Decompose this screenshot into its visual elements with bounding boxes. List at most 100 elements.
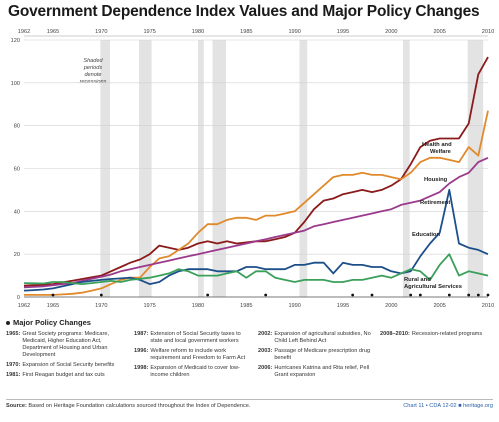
policy-marker — [51, 293, 55, 297]
policy-item: 2008–2010: Recession-related programs — [380, 331, 492, 338]
source-label: Source: — [6, 403, 27, 409]
x-tick-label-top: 1970 — [95, 29, 107, 35]
x-tick-label-top: 1990 — [288, 29, 300, 35]
chart-title: Government Dependence Index Values and M… — [8, 3, 480, 20]
x-tick-label-bottom: 2010 — [482, 303, 494, 309]
policy-heading-text: Major Policy Changes — [13, 318, 91, 327]
policy-marker — [264, 293, 268, 297]
policy-item: 1965: Great Society programs: Medicare, M… — [6, 331, 124, 359]
x-tick-label-bottom: 2000 — [385, 303, 397, 309]
recession-note: periods — [83, 65, 103, 71]
y-tick-label: 20 — [14, 252, 20, 258]
policy-text: Great Society programs: Medicare, Medica… — [22, 331, 110, 358]
policy-year: 1996: — [134, 348, 149, 354]
source-text: Based on Heritage Foundation calculation… — [28, 403, 251, 409]
footer: Source: Based on Heritage Foundation cal… — [6, 399, 493, 409]
series-label-line: Health and — [422, 142, 452, 148]
policy-marker — [351, 293, 355, 297]
policy-text: Hurricanes Katrina and Rita relief, Pell… — [274, 365, 370, 378]
policy-year: 1970: — [6, 362, 21, 368]
policy-text: Expansion of Medicaid to cover low-incom… — [150, 365, 240, 378]
policy-text: Expansion of agricultural subsidies, No … — [274, 331, 371, 344]
policy-item: 1998: Expansion of Medicaid to cover low-… — [134, 365, 250, 379]
series-line — [23, 56, 489, 287]
policy-marker — [409, 293, 413, 297]
policy-item: 2003: Passage of Medicare prescription dr… — [258, 348, 372, 362]
policy-item: 2002: Expansion of agricultural subsidies… — [258, 331, 372, 345]
series-label-line: Welfare — [430, 149, 452, 155]
policy-text: Welfare reform to include work requireme… — [150, 348, 246, 361]
policy-year: 2006: — [258, 365, 273, 371]
y-tick-label: 80 — [14, 124, 20, 130]
series-label-line: Education — [412, 232, 440, 238]
y-tick-label: 120 — [11, 38, 20, 44]
x-tick-label-top: 1980 — [192, 29, 204, 35]
bullet-icon — [6, 321, 10, 326]
chart-credit: Chart 11 • CDA 12-02 ■ heritage.org — [403, 403, 493, 409]
x-tick-label-bottom: 2005 — [433, 303, 445, 309]
x-tick-label-top: 1975 — [143, 29, 155, 35]
recession-note: denote — [84, 72, 101, 78]
policy-text: Extension of Social Security taxes to st… — [150, 331, 241, 344]
y-tick-label: 0 — [17, 295, 20, 301]
policy-text: First Reagan budget and tax cuts — [22, 372, 105, 378]
x-tick-label-bottom: 1970 — [95, 303, 107, 309]
policy-year: 2003: — [258, 348, 273, 354]
series-line — [23, 188, 489, 292]
recession-note: Shaded — [83, 58, 103, 64]
series-label-line: Housing — [424, 177, 448, 183]
x-tick-label-top: 1985 — [240, 29, 252, 35]
y-tick-label: 60 — [14, 167, 20, 173]
x-tick-label-bottom: 1990 — [288, 303, 300, 309]
series-label: Rural and Agricultural Services — [404, 277, 462, 290]
policy-column-3: 2002: Expansion of agricultural subsidies… — [258, 331, 372, 382]
policy-item: 1996: Welfare reform to include work requ… — [134, 348, 250, 362]
x-tick-label-bottom: 1995 — [337, 303, 349, 309]
x-tick-label-top: 2010 — [482, 29, 494, 35]
x-tick-label-bottom: 1962 — [18, 303, 30, 309]
policy-column-1: 1965: Great Society programs: Medicare, M… — [6, 331, 124, 382]
policy-column-4: 2008–2010: Recession-related programs — [380, 331, 492, 341]
x-tick-label-top: 2005 — [433, 29, 445, 35]
series-line — [24, 110, 489, 296]
policy-marker — [370, 293, 374, 297]
policy-item: 1970: Expansion of Social Security benefi… — [6, 362, 124, 369]
policy-marker — [99, 293, 103, 297]
x-tick-label-bottom: 1980 — [192, 303, 204, 309]
policy-marker — [447, 293, 451, 297]
series-label-line: Rural and — [404, 277, 431, 283]
recession-note: recessions — [80, 79, 107, 85]
policy-column-2: 1987: Extension of Social Security taxes … — [134, 331, 250, 382]
policy-item: 2006: Hurricanes Katrina and Rita relief,… — [258, 365, 372, 379]
series-line — [23, 156, 489, 289]
x-tick-label-top: 1965 — [47, 29, 59, 35]
series-label: Education — [412, 232, 440, 238]
series-label: Housing — [424, 177, 448, 183]
policy-text: Recession-related programs — [411, 331, 483, 337]
policy-year: 1998: — [134, 365, 149, 371]
y-tick-label: 100 — [11, 81, 20, 87]
policy-marker — [486, 293, 490, 297]
policy-year: 1965: — [6, 331, 21, 337]
policy-marker — [206, 293, 210, 297]
policy-text: Passage of Medicare prescription drug be… — [274, 348, 371, 361]
y-tick-label: 40 — [14, 209, 20, 215]
policy-item: 1981: First Reagan budget and tax cuts — [6, 372, 124, 379]
series-line — [23, 253, 489, 286]
policy-year: 2002: — [258, 331, 273, 337]
series-label: Health and Welfare — [422, 142, 452, 155]
x-tick-label-bottom: 1965 — [47, 303, 59, 309]
policy-year: 1987: — [134, 331, 149, 337]
series-label: Retirement — [420, 200, 450, 206]
policy-item: 1987: Extension of Social Security taxes … — [134, 331, 250, 345]
policy-year: 1981: — [6, 372, 21, 378]
x-tick-label-top: 2000 — [385, 29, 397, 35]
policy-heading: Major Policy Changes — [6, 318, 91, 327]
x-tick-label-bottom: 1985 — [240, 303, 252, 309]
x-tick-label-bottom: 1975 — [143, 303, 155, 309]
x-tick-label-top: 1995 — [337, 29, 349, 35]
x-tick-label-top: 1962 — [18, 29, 30, 35]
series-label-line: Agricultural Services — [404, 284, 462, 290]
policy-text: Expansion of Social Security benefits — [22, 362, 115, 368]
